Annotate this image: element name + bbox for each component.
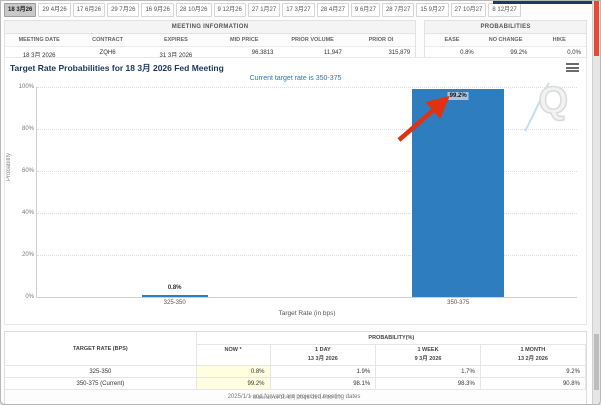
gridline: [37, 213, 577, 214]
col-header-target-rate: TARGET RATE (BPS): [5, 332, 197, 366]
meeting-tab[interactable]: 18 3月26: [4, 3, 37, 17]
month-cell: 90.8%: [480, 378, 586, 390]
col-header: MEETING DATE: [18, 37, 60, 43]
meeting-tab[interactable]: 8 12月27: [488, 3, 521, 17]
meeting-date-tabbar: 18 3月26 29 4月26 17 6月26 29 7月26 16 9月26 …: [4, 3, 587, 17]
gridline: [37, 87, 577, 88]
meeting-information-title: MEETING INFORMATION: [5, 21, 416, 34]
probabilities-title: PROBABILITIES: [425, 21, 586, 34]
meeting-tab[interactable]: 27 1月27: [247, 3, 281, 17]
bar-350-375: [412, 88, 505, 297]
now-cell: 99.2%: [196, 378, 271, 390]
gridline: [37, 255, 577, 256]
col-header: MID PRICE: [230, 37, 259, 43]
y-tick: 20%: [21, 252, 34, 258]
col-header: PRIOR VOLUME: [291, 37, 334, 43]
expires-value: 31 3月 2026: [159, 53, 193, 59]
y-tick: 60%: [21, 168, 34, 174]
probabilities-headers: EASE NO CHANGE HIKE: [425, 34, 586, 47]
meeting-date-value: 18 3月 2026: [22, 53, 56, 59]
meeting-tab[interactable]: 9 12月26: [213, 3, 246, 17]
col-header: EXPIRES: [163, 37, 188, 43]
gridline: [37, 171, 577, 172]
bar-value-label: 0.8%: [167, 285, 182, 292]
probability-chart-panel: Target Rate Probabilities for 18 3月 2026…: [4, 57, 587, 325]
y-axis-label: Probability: [6, 153, 12, 182]
col-header: PRIOR OI: [368, 37, 394, 43]
bar-value-label-highlighted: 99.2%: [447, 91, 469, 100]
meeting-tab[interactable]: 17 6月26: [72, 3, 106, 17]
gridline: [37, 129, 577, 130]
meeting-information-values: 18 3月 2026 ZQH6 31 3月 2026 96.3813 11,94…: [5, 47, 415, 62]
bar-325-350: [141, 295, 208, 297]
chart-title: Target Rate Probabilities for 18 3月 2026…: [10, 63, 224, 73]
projected-dates-note: 2025/1/1 and forward are projected meeti…: [227, 394, 361, 400]
chart-plot-area: 100% 80% 60% 40% 20% 0% 0.8% 99.2% 325-3…: [19, 84, 577, 317]
probability-history-table: TARGET RATE (BPS) PROBABILITY(%) NOW * 1…: [4, 331, 587, 404]
col-header-now: NOW *: [196, 345, 271, 366]
no-change-value: 99.2%: [510, 50, 528, 56]
meeting-tab[interactable]: 27 10月27: [450, 3, 487, 17]
meeting-tab[interactable]: 28 7月27: [381, 3, 415, 17]
watermark-q-letter: Q: [538, 80, 569, 122]
meeting-tab[interactable]: 28 10月26: [175, 3, 212, 17]
quikstrike-watermark: Q: [522, 80, 569, 134]
x-tick: 350-375: [447, 300, 470, 306]
meeting-tab[interactable]: 28 4月27: [316, 3, 349, 17]
col-header: HIKE: [552, 37, 566, 43]
y-tick: 40%: [21, 210, 34, 216]
probabilities-values: 0.8% 99.2% 0.0%: [425, 47, 586, 59]
probabilities-panel: PROBABILITIES EASE NO CHANGE HIKE 0.8% 9…: [424, 20, 587, 63]
prior-volume-value: 11,947: [323, 50, 342, 56]
info-panels-row: MEETING INFORMATION MEETING DATE CONTRAC…: [4, 20, 587, 63]
now-cell: 0.8%: [196, 366, 271, 378]
col-header: EASE: [444, 37, 460, 43]
ease-value: 0.8%: [460, 50, 474, 56]
meeting-tab[interactable]: 16 9月26: [141, 3, 174, 17]
week-cell: 1.7%: [376, 366, 481, 378]
x-axis-label: Target Rate (in bps): [278, 310, 336, 317]
week-cell: 98.3%: [376, 378, 481, 390]
scrollbar-thumb-red[interactable]: [594, 1, 599, 56]
col-header-1day: 1 DAY 13 3月 2026: [270, 345, 377, 366]
contract-value: ZQH6: [99, 50, 116, 56]
table-footnote: * Data as of 16 3月 2026 01:14:00 CT: [5, 390, 586, 404]
rate-cell: 325-350: [5, 366, 197, 378]
col-header-1week: 1 WEEK 9 3月 2026: [376, 345, 481, 366]
vertical-scrollbar[interactable]: [592, 1, 600, 404]
y-tick: 100%: [18, 84, 34, 90]
chart-subtitle: Current target rate is 350-375: [249, 75, 342, 82]
col-header: CONTRACT: [92, 37, 123, 43]
y-tick: 0%: [25, 294, 34, 300]
hike-value: 0.0%: [567, 50, 581, 56]
col-header: NO CHANGE: [488, 37, 523, 43]
scrollbar-thumb-gray[interactable]: [594, 334, 599, 390]
top-navy-fragment: [493, 1, 600, 4]
day-cell: 98.1%: [270, 378, 377, 390]
chart-menu-icon[interactable]: [566, 63, 579, 74]
prior-oi-value: 315,879: [388, 50, 411, 56]
col-header-1month: 1 MONTH 13 2月 2026: [480, 345, 586, 366]
meeting-tab[interactable]: 15 9月27: [416, 3, 449, 17]
meeting-information-headers: MEETING DATE CONTRACT EXPIRES MID PRICE …: [5, 34, 416, 47]
rate-cell: 350-375 (Current): [5, 378, 197, 390]
meeting-tab[interactable]: 17 3月27: [282, 3, 315, 17]
mid-price-value: 96.3813: [251, 50, 274, 56]
meeting-tab[interactable]: 9 6月27: [350, 3, 380, 17]
meeting-tab[interactable]: 29 4月26: [38, 3, 71, 17]
y-tick: 80%: [21, 126, 34, 132]
month-cell: 9.2%: [480, 366, 586, 378]
col-group-header-probability: PROBABILITY(%): [196, 332, 586, 345]
day-cell: 1.9%: [270, 366, 377, 378]
red-arrow-annotation: [397, 95, 450, 142]
meeting-tab[interactable]: 29 7月26: [107, 3, 140, 17]
meeting-information-panel: MEETING INFORMATION MEETING DATE CONTRAC…: [4, 20, 417, 63]
x-tick: 325-350: [163, 300, 186, 306]
